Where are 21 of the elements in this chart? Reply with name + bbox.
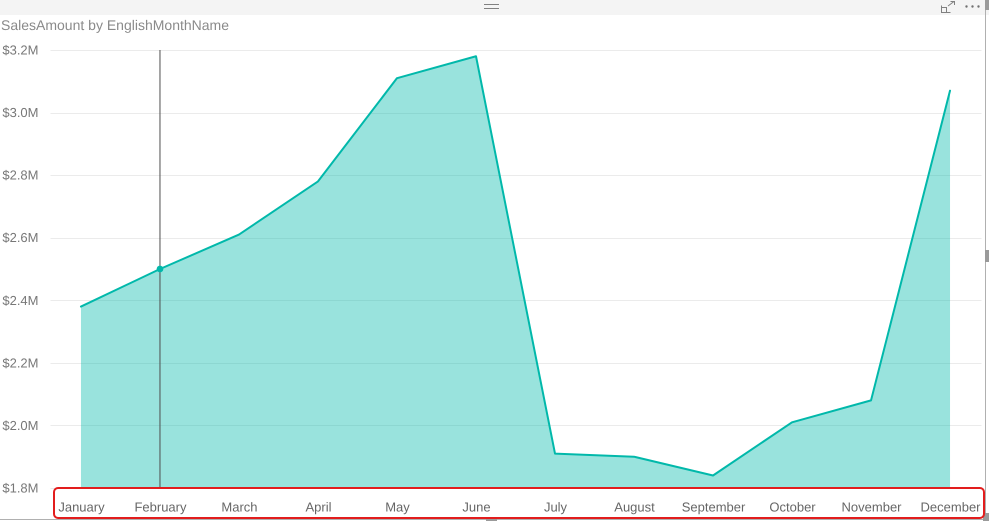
y-tick-label: $2.4M (2, 292, 38, 308)
x-tick-label: November (842, 500, 902, 514)
y-tick-label: $2.6M (2, 230, 38, 246)
x-tick-label: September (682, 500, 746, 514)
x-tick-label: May (385, 500, 410, 514)
x-tick-label: June (462, 500, 491, 514)
x-tick-label: January (58, 500, 106, 514)
y-tick-label: $2.2M (2, 355, 38, 370)
x-tick-label: October (769, 500, 816, 514)
x-tick-label: March (221, 500, 258, 514)
y-tick-label: $2.0M (2, 418, 38, 433)
y-tick-label: $1.8M (2, 480, 38, 496)
x-tick-label: February (134, 500, 187, 514)
x-tick-label: April (305, 500, 332, 514)
y-tick-label: $2.8M (2, 168, 38, 183)
y-tick-label: $3.2M (2, 42, 38, 58)
x-tick-label: July (544, 500, 568, 514)
x-tick-label: August (614, 500, 656, 514)
y-tick-label: $3.0M (2, 105, 38, 120)
chart-title: SalesAmount by EnglishMonthName (1, 17, 230, 33)
x-tick-label: December (920, 500, 982, 514)
